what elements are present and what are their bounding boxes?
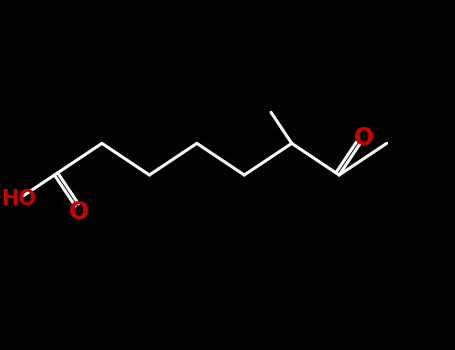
Text: O: O — [354, 126, 374, 150]
Text: HO: HO — [1, 189, 36, 209]
Text: O: O — [69, 199, 89, 224]
